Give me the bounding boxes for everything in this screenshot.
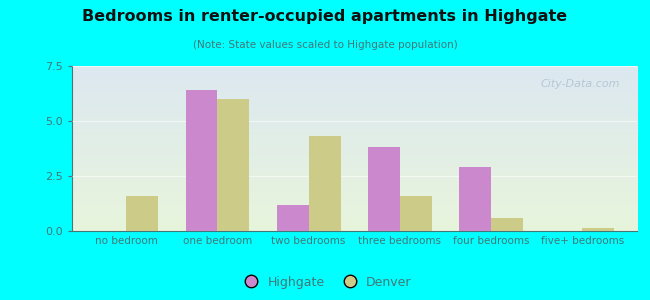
Text: Bedrooms in renter-occupied apartments in Highgate: Bedrooms in renter-occupied apartments i…	[83, 9, 567, 24]
Bar	[368, 147, 400, 231]
Bar	[400, 196, 432, 231]
Bar	[582, 228, 614, 231]
Bar	[309, 136, 341, 231]
Bar	[459, 167, 491, 231]
Bar	[126, 196, 158, 231]
Bar	[218, 99, 250, 231]
Bar	[185, 90, 218, 231]
Legend: Highgate, Denver: Highgate, Denver	[234, 271, 416, 294]
Text: City-Data.com: City-Data.com	[541, 79, 620, 89]
Bar	[277, 205, 309, 231]
Bar	[491, 218, 523, 231]
Text: (Note: State values scaled to Highgate population): (Note: State values scaled to Highgate p…	[192, 40, 458, 50]
